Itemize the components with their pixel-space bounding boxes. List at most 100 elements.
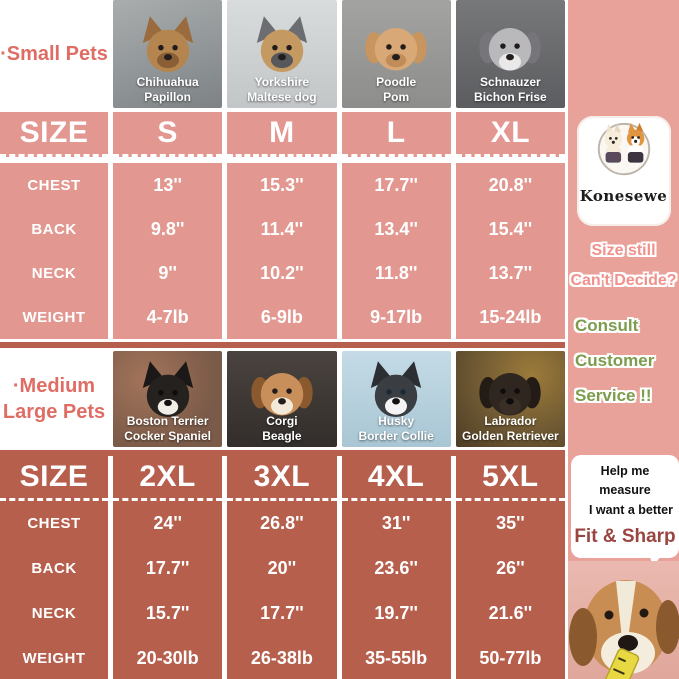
section-divider — [0, 450, 565, 456]
corgi-logo-icon — [597, 122, 650, 176]
row-label: NECK — [0, 591, 108, 636]
row-label: CHEST — [0, 501, 108, 546]
small-pets-label: ·Small Pets — [0, 43, 108, 65]
table-cell: 26-38lb — [227, 636, 337, 679]
table-cell: 35-55lb — [341, 636, 451, 679]
row-label: WEIGHT — [0, 295, 108, 339]
caption-line: Maltese dog — [247, 89, 317, 104]
caption-line: Yorkshire — [254, 75, 310, 90]
size-decide-text: Size still Can't Decide? — [568, 236, 679, 296]
table-cell: 20-30lb — [113, 636, 223, 679]
decide-line: Size still — [591, 242, 656, 259]
dog-face-icon — [251, 373, 313, 416]
dog-face-icon — [370, 361, 422, 418]
large-pets-size-header: SIZE 2XL 3XL 4XL 5XL — [0, 456, 565, 501]
bubble-accent-line: Fit & Sharp — [574, 526, 676, 548]
brand-sidebar: Konesewe Size still Can't Decide? Consul… — [568, 0, 679, 679]
caption-line: Bichon Frise — [474, 89, 547, 104]
photo-caption: Labrador Golden Retriever — [456, 414, 565, 443]
brand-name: Konesewe — [579, 187, 668, 205]
caption-line: Labrador — [484, 414, 537, 429]
table-cell: 50-77lb — [455, 636, 565, 679]
table-cell: 9.8'' — [113, 207, 223, 251]
caption-line: Chihuahua — [136, 75, 199, 90]
dog-face-icon — [142, 16, 193, 72]
caption-line: Border Collie — [358, 428, 434, 443]
table-cell: 15-24lb — [455, 295, 565, 339]
caption-line: Golden Retriever — [462, 428, 559, 443]
pet-photo-poodle-pom: Poodle Pom — [341, 0, 451, 108]
caption-line: Schnauzer — [480, 75, 541, 90]
header-cell: S — [113, 112, 223, 157]
medium-large-pets-photo-row: ·Medium Large Pets Boston Terrier Cocker… — [0, 351, 565, 447]
photo-caption: Chihuahua Papillon — [113, 75, 222, 104]
brand-logo-badge: Konesewe — [576, 116, 671, 226]
table-cell: 17.7'' — [113, 546, 223, 591]
beagle-tape-illustration — [569, 580, 679, 679]
table-cell: 17.7'' — [227, 591, 337, 636]
header-cell: L — [341, 112, 451, 157]
header-cell: 2XL — [113, 456, 223, 501]
decide-line: Can't Decide? — [570, 272, 677, 289]
row-label: BACK — [0, 546, 108, 591]
small-pets-size-header: SIZE S M L XL — [0, 112, 565, 157]
pet-photo-corgi-beagle: Corgi Beagle — [227, 351, 337, 447]
caption-line: Beagle — [262, 428, 302, 443]
header-cell: 3XL — [227, 456, 337, 501]
row-label: WEIGHT — [0, 636, 108, 679]
table-cell: 9'' — [113, 251, 223, 295]
table-cell: 19.7'' — [341, 591, 451, 636]
pet-photo-schnauzer-bichon: Schnauzer Bichon Frise — [455, 0, 565, 108]
consult-line: Service !! — [575, 386, 652, 405]
small-pets-size-table: CHEST 13'' 15.3'' 17.7'' 20.8'' BACK 9.8… — [0, 163, 565, 339]
table-cell: 21.6'' — [455, 591, 565, 636]
pet-photo-chihuahua-papillon: Chihuahua Papillon — [113, 0, 223, 108]
row-label: NECK — [0, 251, 108, 295]
caption-line: Papillon — [144, 89, 191, 104]
pet-photo-yorkshire-maltese: Yorkshire Maltese dog — [227, 0, 337, 108]
table-cell: 31'' — [341, 501, 451, 546]
header-cell: 4XL — [341, 456, 451, 501]
table-cell: 4-7lb — [113, 295, 223, 339]
medium-large-pets-label: ·Medium Large Pets — [0, 351, 108, 447]
consult-service-text: Consult Customer Service !! — [568, 308, 679, 413]
measure-speech-bubble: Help me measure I want a better Fit & Sh… — [571, 455, 679, 558]
caption-line: Corgi — [266, 414, 298, 429]
header-cell: SIZE — [0, 456, 108, 501]
table-cell: 9-17lb — [341, 295, 451, 339]
table-cell: 35'' — [455, 501, 565, 546]
table-cell: 20'' — [227, 546, 337, 591]
table-cell: 17.7'' — [341, 163, 451, 207]
photo-caption: Corgi Beagle — [227, 414, 336, 443]
table-cell: 10.2'' — [227, 251, 337, 295]
table-cell: 15.7'' — [113, 591, 223, 636]
photo-caption: Yorkshire Maltese dog — [227, 75, 336, 104]
small-pets-photo-row: ·Small Pets Chihuahua Papillon — [0, 0, 565, 108]
dog-face-icon — [142, 361, 193, 418]
table-cell: 13'' — [113, 163, 223, 207]
table-cell: 11.4'' — [227, 207, 337, 251]
header-cell: SIZE — [0, 112, 108, 157]
dog-face-icon — [365, 27, 427, 71]
dog-face-icon — [479, 373, 542, 416]
photo-caption: Husky Border Collie — [342, 414, 451, 443]
caption-line: Boston Terrier — [126, 414, 209, 429]
table-cell: 23.6'' — [341, 546, 451, 591]
table-cell: 26'' — [455, 546, 565, 591]
dog-face-icon — [479, 27, 542, 71]
pet-photo-boston-cocker: Boston Terrier Cocker Spaniel — [113, 351, 223, 447]
label-line: ·Medium — [12, 375, 96, 397]
row-label: CHEST — [0, 163, 108, 207]
consult-line: Consult — [575, 316, 639, 335]
header-cell: XL — [455, 112, 565, 157]
caption-line: Pom — [383, 89, 410, 104]
header-cell: M — [227, 112, 337, 157]
table-cell: 6-9lb — [227, 295, 337, 339]
caption-line: Cocker Spaniel — [124, 428, 211, 443]
photo-caption: Poodle Pom — [342, 75, 451, 104]
pet-photo-labrador-golden: Labrador Golden Retriever — [455, 351, 565, 447]
caption-line: Poodle — [376, 75, 417, 90]
caption-line: Husky — [378, 414, 415, 429]
label-line: Large Pets — [2, 401, 106, 423]
